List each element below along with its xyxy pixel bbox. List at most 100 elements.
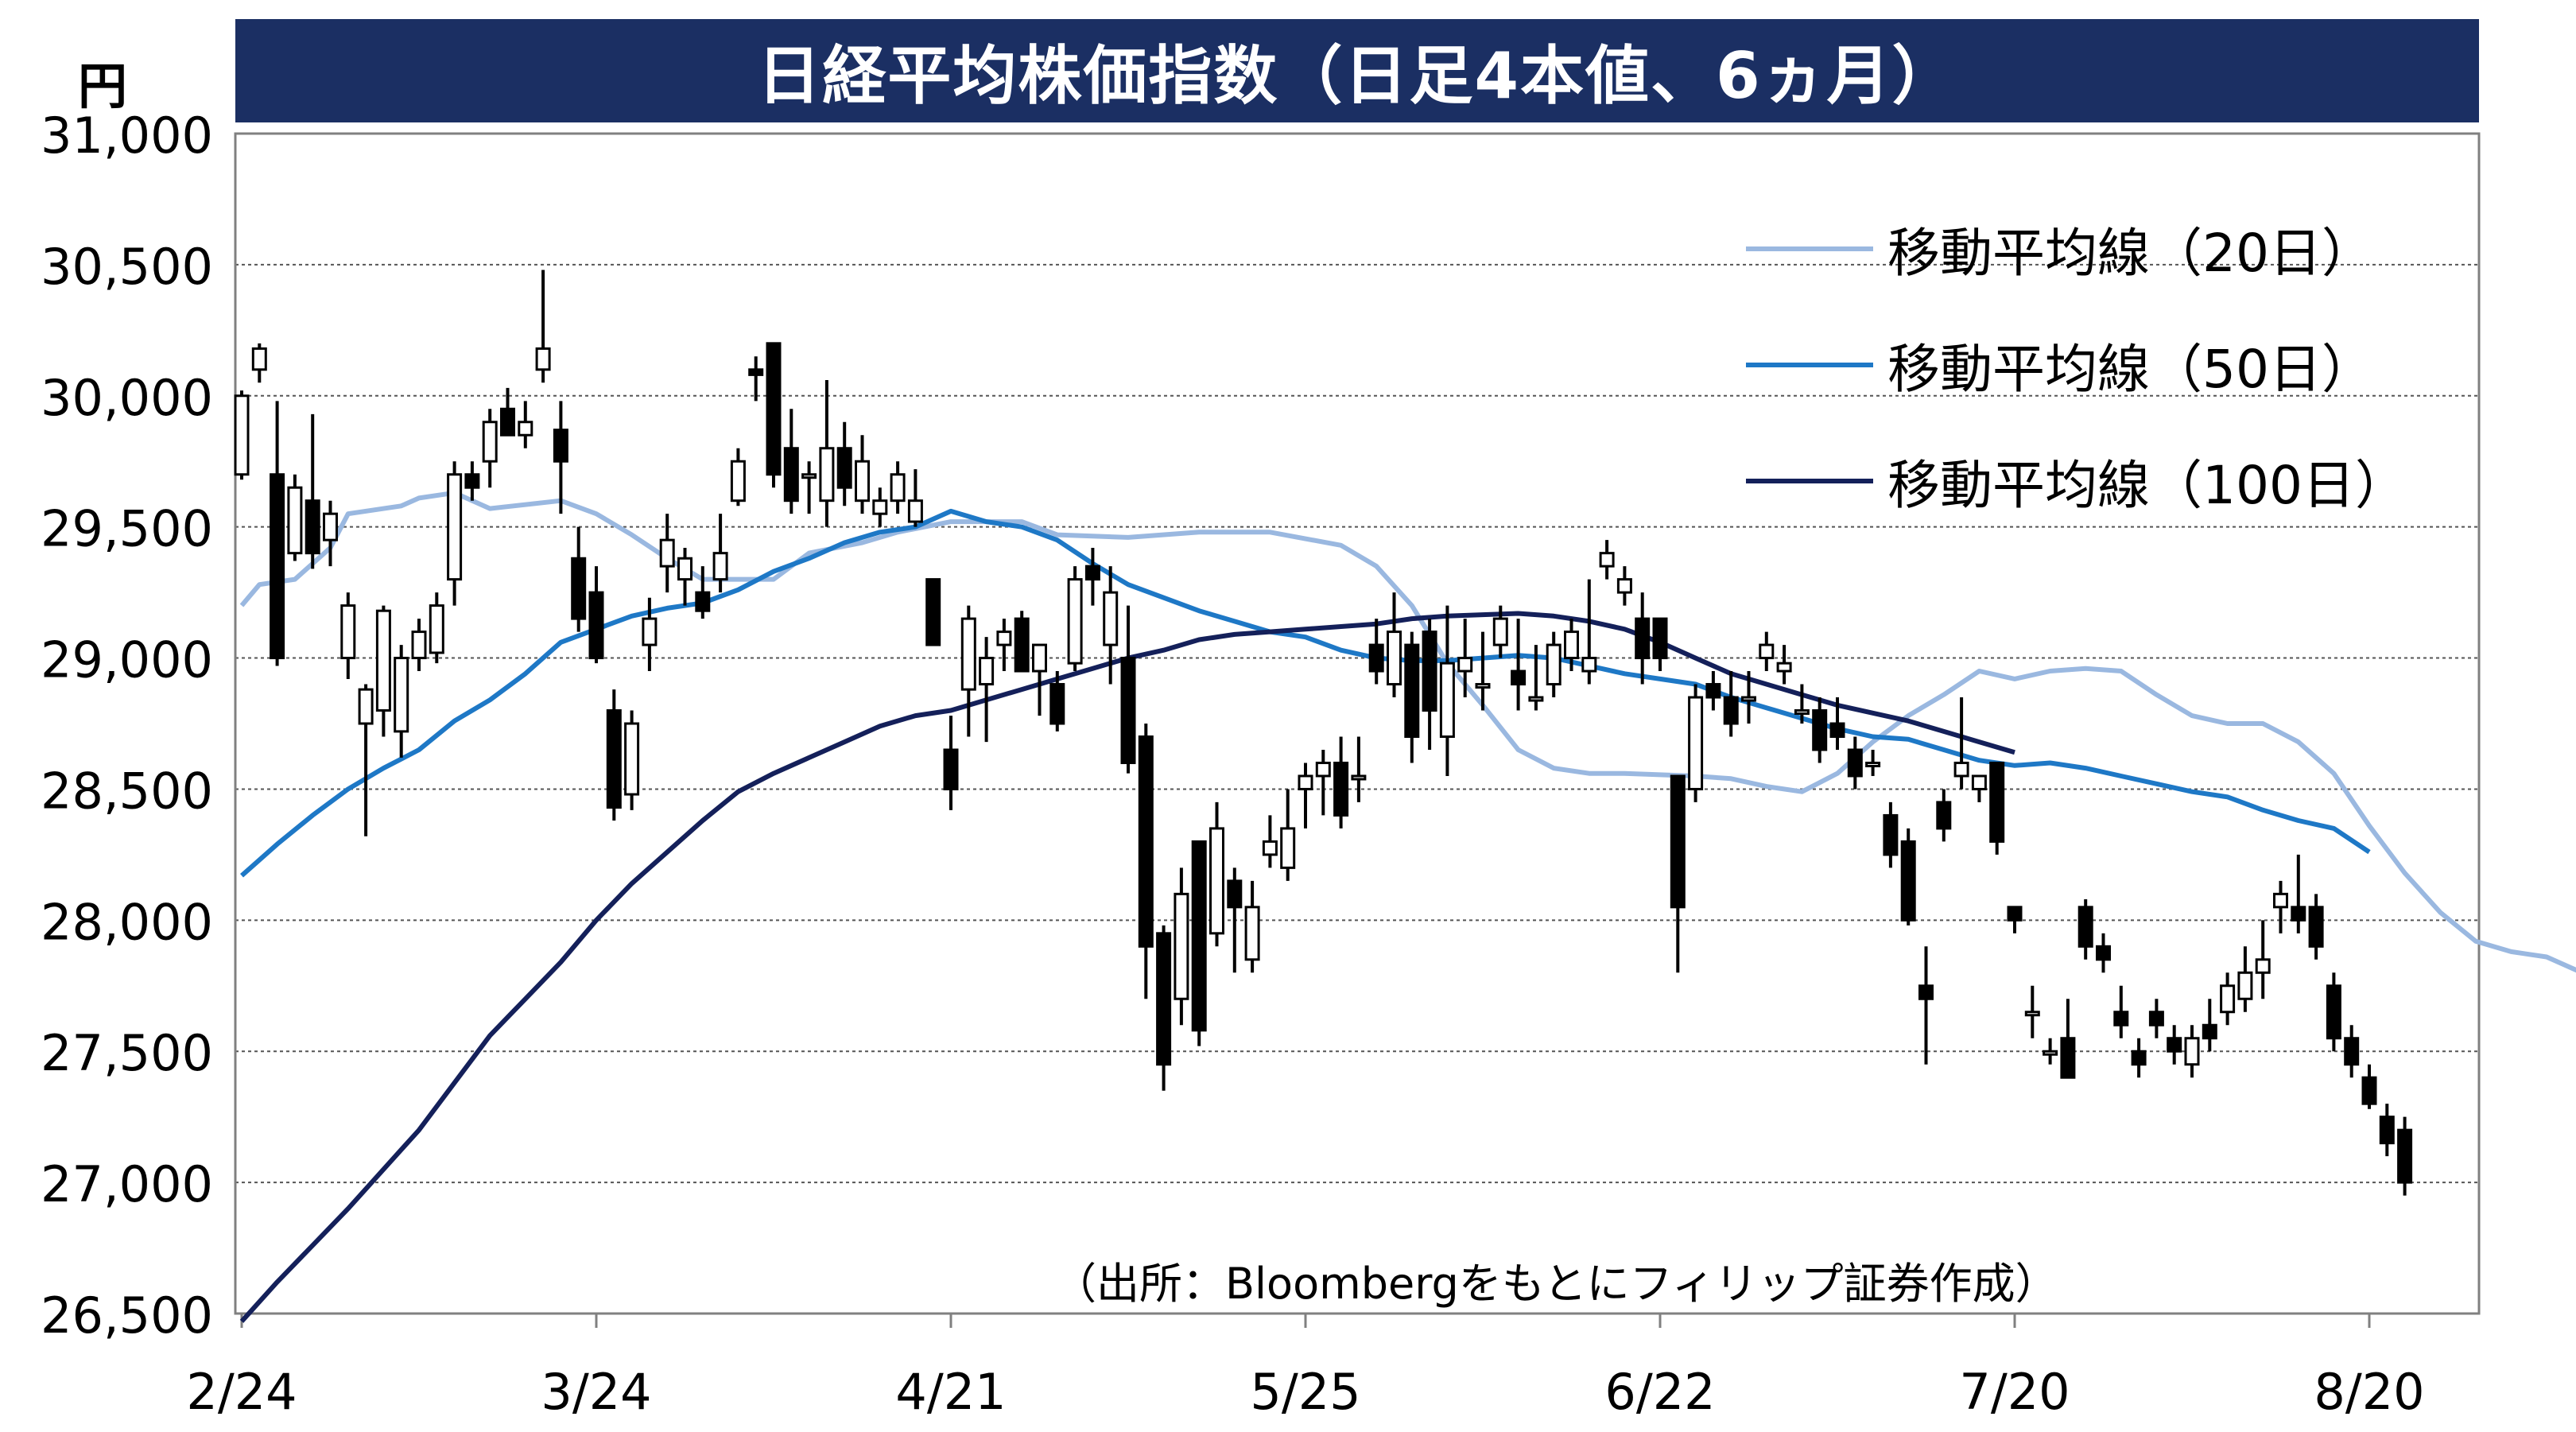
candle-body-down (1422, 631, 1437, 712)
candle (2220, 972, 2236, 1026)
candle (2255, 920, 2271, 999)
candle-body-up (1475, 683, 1491, 689)
candle-body-up (482, 421, 498, 463)
candle-body-down (695, 591, 711, 612)
candle (1723, 671, 1739, 737)
legend-swatch-ma20 (1746, 246, 1873, 251)
candle-body-up (624, 722, 640, 796)
candle (1918, 946, 1934, 1065)
candle-body-down (1918, 984, 1934, 1000)
candle (979, 637, 995, 743)
legend-swatch-ma50 (1746, 363, 1873, 367)
candle (801, 461, 817, 514)
candle (500, 387, 515, 437)
candle (375, 605, 391, 737)
x-tick-label: 5/25 (1250, 1363, 1360, 1421)
candle-body-up (1741, 696, 1756, 702)
candle-body-up (872, 499, 888, 515)
candle-body-down (270, 473, 285, 660)
candle-body-up (801, 473, 817, 479)
candle (925, 578, 941, 646)
candle (287, 474, 303, 561)
candle (1883, 801, 1899, 868)
candle (659, 514, 675, 593)
candle (251, 343, 267, 383)
candle-body-up (375, 609, 391, 712)
candle (1084, 548, 1100, 606)
candle-body-down (2131, 1050, 2147, 1066)
candle-body-down (1829, 722, 1845, 738)
candle (1741, 671, 1756, 724)
candle (270, 401, 285, 666)
candle (234, 390, 250, 480)
candle (429, 592, 444, 664)
y-tick-label: 27,500 (41, 1024, 213, 1082)
candle (358, 684, 374, 836)
candle (1971, 774, 1987, 802)
source-note: （出所：Bloombergをもとにフィリップ証券作成） (1053, 1259, 2058, 1309)
plot-border (234, 132, 2481, 1315)
candle-body-up (323, 512, 338, 541)
candle (1829, 697, 1845, 750)
candle-body-down (2361, 1076, 2377, 1105)
candle (2024, 985, 2040, 1038)
candle (1244, 880, 1260, 973)
candle-body-down (2291, 906, 2306, 922)
candle (2043, 1038, 2058, 1065)
y-tick-label: 30,000 (41, 369, 213, 427)
candle (1262, 815, 1278, 868)
candle-body-down (1120, 657, 1136, 764)
candle (1351, 736, 1367, 802)
candle-body-up (2237, 971, 2253, 1000)
y-tick-label: 30,500 (41, 238, 213, 296)
candle (1315, 749, 1331, 816)
candle-body-up (447, 473, 463, 581)
candle-body-down (2344, 1037, 2360, 1066)
candle (447, 461, 463, 606)
legend-swatch-ma100 (1746, 479, 1873, 483)
y-tick-label: 27,000 (41, 1155, 213, 1213)
candle (2379, 1104, 2395, 1157)
candle-body-up (1759, 643, 1775, 660)
candle (642, 597, 658, 672)
candle-body-up (907, 499, 923, 523)
candle-body-up (1616, 578, 1632, 594)
candle-body-down (606, 709, 622, 809)
candle-body-up (1439, 662, 1455, 738)
candle-body-down (1511, 669, 1527, 686)
candle-body-up (1599, 552, 1615, 568)
candle (943, 716, 959, 810)
candle-body-up (1528, 696, 1544, 702)
candle (1422, 619, 1437, 750)
y-tick-label: 31,000 (41, 107, 213, 165)
candle (1333, 736, 1349, 829)
candle-body-down (1847, 748, 1863, 778)
candle (1387, 592, 1402, 698)
candle (907, 469, 923, 527)
candle (2237, 946, 2253, 1012)
candle-body-down (1156, 932, 1172, 1066)
candle (1049, 671, 1065, 732)
candle-body-down (1670, 774, 1686, 909)
candle (2007, 906, 2023, 933)
candle (535, 270, 551, 383)
legend-label-ma50: 移動平均線（50日） (1887, 339, 2374, 400)
candle-body-up (1280, 827, 1296, 869)
candle (588, 566, 604, 664)
candle-body-up (1776, 662, 1792, 673)
candle-body-up (2255, 958, 2271, 974)
candle (1776, 645, 1792, 685)
candle-body-down (836, 447, 852, 489)
x-tick-label: 8/20 (2314, 1363, 2424, 1421)
candle (1492, 605, 1508, 658)
candle (1103, 566, 1119, 685)
candle (2326, 972, 2341, 1052)
candle (2096, 933, 2111, 973)
candle (1120, 605, 1136, 774)
candle (855, 435, 870, 514)
candle (748, 356, 764, 402)
candle (606, 689, 622, 821)
candle-body-up (287, 486, 303, 555)
candle-body-down (748, 368, 764, 376)
candle (1209, 801, 1224, 947)
